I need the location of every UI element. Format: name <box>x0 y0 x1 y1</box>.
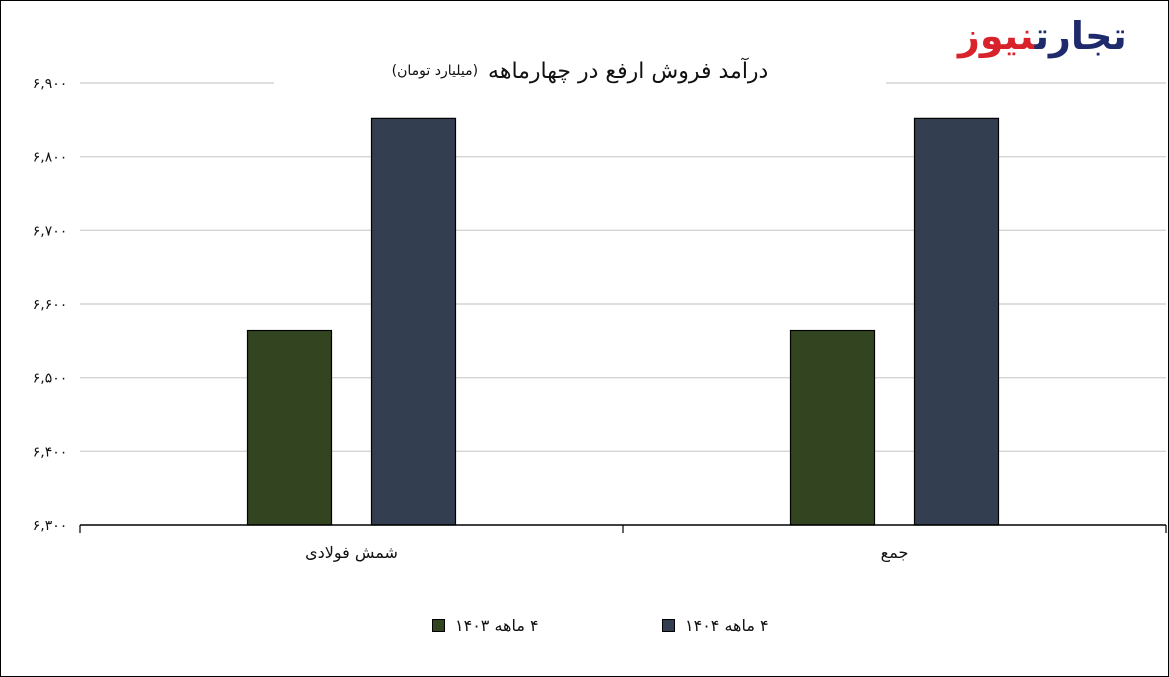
bar <box>370 117 457 526</box>
y-tick-label: ۶,۶۰۰ <box>33 297 68 313</box>
y-tick-label: ۶,۸۰۰ <box>33 150 68 166</box>
legend-item-1403: ۴ ماهه ۱۴۰۳ <box>432 616 539 635</box>
chart-title: درآمد فروش ارفع در چهارماهه <box>488 58 769 84</box>
x-tick-labels: شمش فولادی جمع <box>305 543 908 563</box>
bar <box>246 329 333 526</box>
y-tick-label: ۶,۳۰۰ <box>33 518 68 534</box>
legend: ۴ ماهه ۱۴۰۳ ۴ ماهه ۱۴۰۴ <box>0 616 1169 640</box>
legend-label-1404: ۴ ماهه ۱۴۰۴ <box>685 616 769 635</box>
chart-subtitle: (میلیارد تومان) <box>391 63 479 79</box>
y-tick-labels: ۶,۳۰۰ ۶,۴۰۰ ۶,۵۰۰ ۶,۶۰۰ ۶,۷۰۰ ۶,۸۰۰ ۶,۹۰۰ <box>33 76 68 534</box>
gridlines <box>80 82 1166 453</box>
bar <box>789 329 876 526</box>
brand-logo-part2: نیوز <box>958 14 1036 58</box>
legend-swatch-1404 <box>662 619 675 632</box>
x-tick-label: شمش فولادی <box>305 543 398 563</box>
y-tick-label: ۶,۹۰۰ <box>33 76 68 92</box>
bar <box>913 117 1000 526</box>
brand-logo: تجارتنیوز <box>958 14 1128 58</box>
axes <box>79 524 1167 533</box>
bars <box>246 117 1000 526</box>
x-tick-label: جمع <box>881 543 909 563</box>
brand-logo-part1: تجارت <box>1034 14 1128 58</box>
y-tick-label: ۶,۴۰۰ <box>33 444 68 460</box>
y-tick-label: ۶,۷۰۰ <box>33 223 68 239</box>
y-tick-label: ۶,۵۰۰ <box>33 371 68 387</box>
legend-label-1403: ۴ ماهه ۱۴۰۳ <box>455 616 539 635</box>
legend-swatch-1403 <box>432 619 445 632</box>
chart-title-box: درآمد فروش ارفع در چهارماهه (میلیارد توم… <box>274 38 886 104</box>
legend-item-1404: ۴ ماهه ۱۴۰۴ <box>662 616 769 635</box>
